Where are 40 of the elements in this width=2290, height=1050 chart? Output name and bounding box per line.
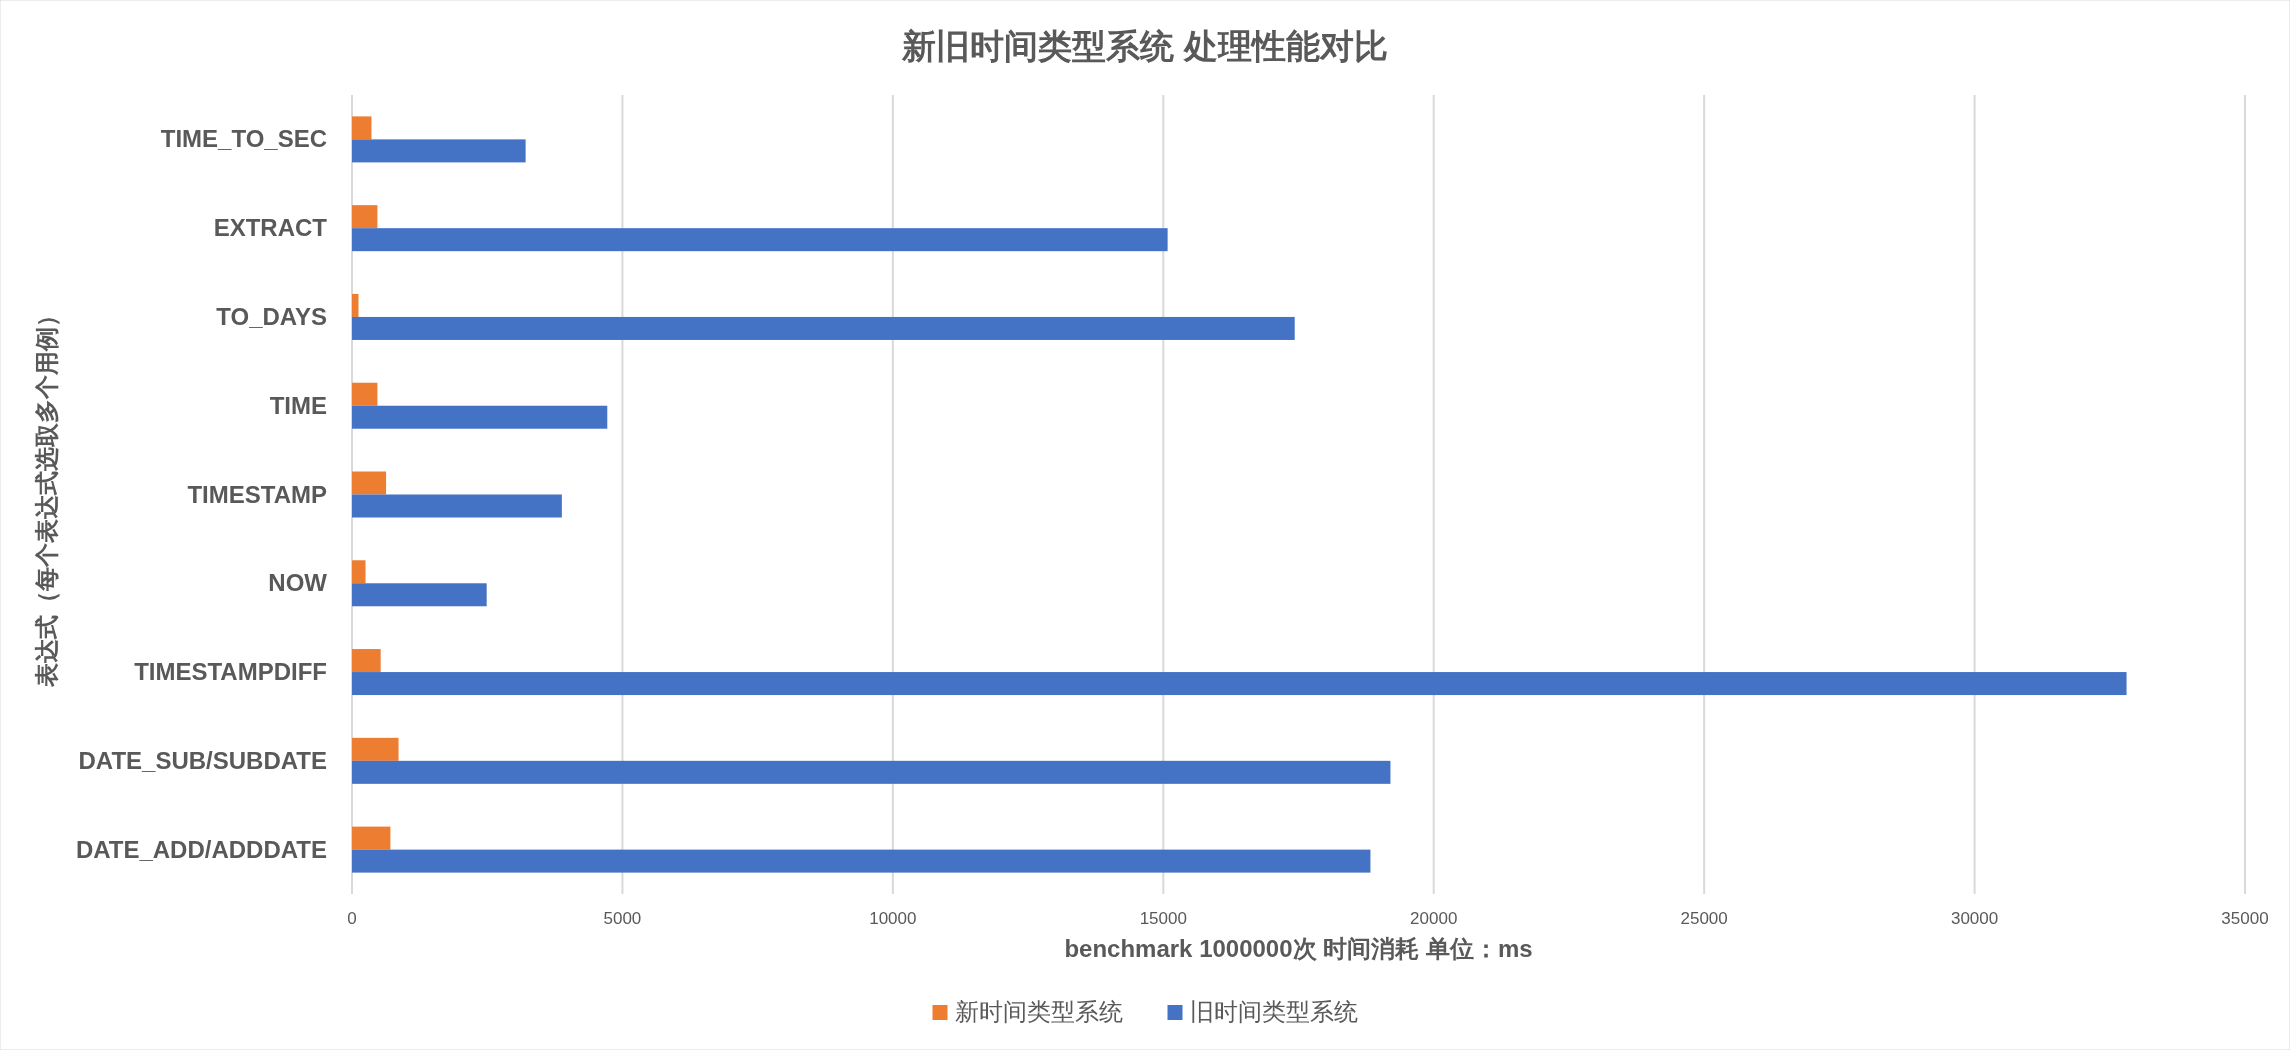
bar	[352, 228, 1168, 252]
x-tick-label: 20000	[1410, 909, 1458, 928]
x-axis-title: benchmark 1000000次 时间消耗 单位：ms	[1064, 935, 1533, 962]
bar	[352, 737, 399, 761]
bar	[352, 293, 359, 317]
bar	[352, 560, 366, 584]
y-axis-title: 表达式（每个表达式选取多个用例）	[33, 302, 60, 688]
bar	[352, 649, 381, 673]
bar	[352, 849, 1371, 873]
x-tick-label: 0	[347, 909, 357, 928]
bar	[352, 116, 372, 140]
y-tick-label: TIMESTAMP	[187, 480, 327, 508]
x-tick-label: 5000	[603, 909, 642, 928]
legend-label: 新时间类型系统	[954, 998, 1123, 1025]
y-tick-label: DATE_SUB/SUBDATE	[78, 746, 327, 774]
bar	[352, 316, 1295, 340]
y-tick-label: TIMESTAMPDIFF	[134, 658, 327, 686]
y-tick-label: TO_DAYS	[216, 302, 327, 330]
bar	[352, 139, 526, 163]
y-tick-label: DATE_ADD/ADDDATE	[75, 835, 327, 863]
bar	[352, 494, 562, 518]
bar	[352, 760, 1391, 784]
bar	[352, 826, 391, 850]
x-tick-label: 15000	[1139, 909, 1187, 928]
x-tick-label: 10000	[869, 909, 917, 928]
chart-title: 新旧时间类型系统 处理性能对比	[901, 27, 1388, 65]
bar	[352, 405, 608, 429]
bar	[352, 382, 378, 406]
x-tick-label: 30000	[1950, 909, 1999, 928]
x-tick-label: 25000	[1680, 909, 1728, 928]
x-tick-label: 35000	[2221, 909, 2269, 928]
bar	[352, 583, 487, 607]
y-tick-label: NOW	[268, 569, 328, 597]
bar	[352, 205, 378, 229]
y-tick-label: TIME_TO_SEC	[160, 125, 327, 153]
bar	[352, 471, 387, 495]
legend-label: 旧时间类型系统	[1189, 998, 1358, 1025]
y-tick-label: TIME	[269, 391, 327, 419]
bar	[352, 672, 2127, 696]
y-tick-label: EXTRACT	[213, 214, 328, 242]
